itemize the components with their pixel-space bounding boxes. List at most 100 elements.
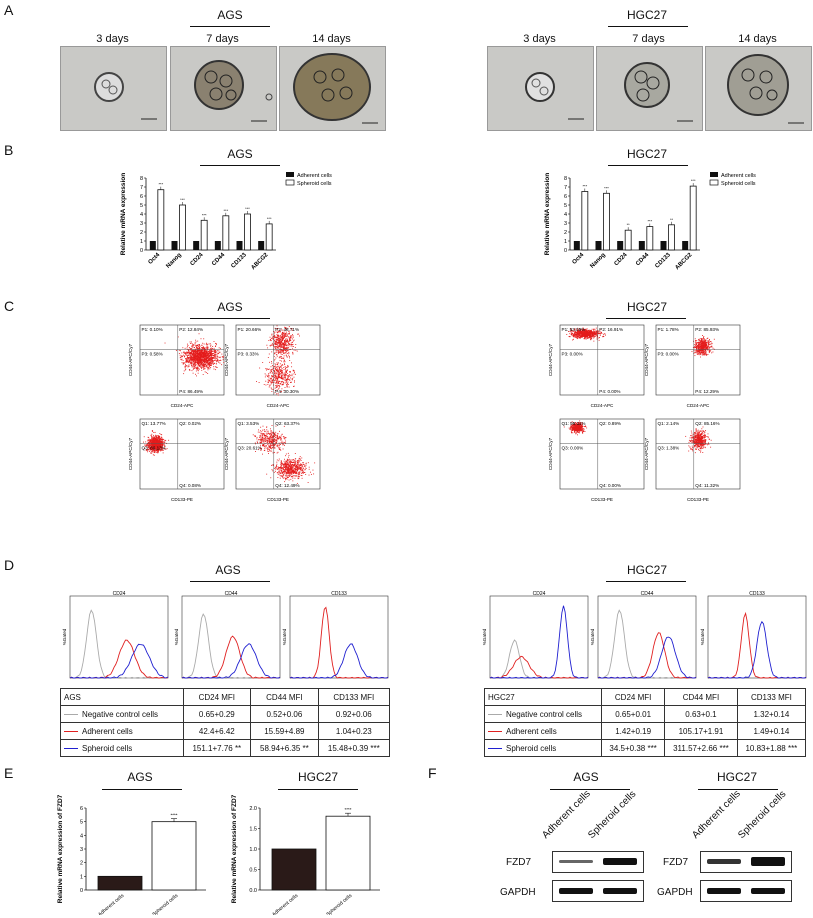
event-dot [296, 467, 298, 468]
event-dot [156, 449, 158, 451]
event-dot [590, 336, 591, 338]
event-dot [204, 368, 206, 370]
event-dot [276, 334, 278, 336]
event-dot [201, 347, 202, 349]
event-dot [148, 448, 150, 450]
event-dot [209, 358, 211, 360]
event-dot [154, 447, 156, 449]
event-dot [196, 350, 198, 352]
event-dot [593, 328, 595, 330]
event-dot [191, 370, 193, 372]
event-dot [281, 438, 283, 440]
event-dot [204, 353, 206, 355]
event-dot [268, 440, 270, 442]
event-dot [585, 331, 587, 333]
event-dot [189, 353, 191, 355]
legend-swatch-spheroid [285, 179, 295, 186]
event-dot [210, 345, 212, 347]
event-dot [285, 466, 287, 468]
event-dot [280, 436, 282, 438]
event-dot [593, 332, 595, 334]
event-dot [202, 347, 204, 348]
event-dot [279, 376, 281, 378]
event-dot [211, 350, 213, 352]
event-dot [158, 448, 160, 449]
panel-letter-c: C [4, 298, 15, 314]
event-dot [208, 357, 209, 359]
event-dot [294, 472, 296, 474]
event-dot [274, 466, 276, 468]
event-dot [283, 338, 285, 340]
event-dot [147, 446, 149, 448]
event-dot [281, 341, 283, 343]
event-dot [593, 329, 595, 331]
event-dot [267, 431, 269, 433]
event-dot [277, 368, 279, 370]
event-dot [595, 327, 597, 329]
event-dot [279, 348, 281, 350]
event-dot [297, 473, 299, 475]
event-dot [278, 372, 280, 374]
event-dot [215, 349, 217, 351]
event-dot [288, 341, 290, 343]
event-dot [288, 458, 290, 460]
event-dot [270, 338, 272, 340]
event-dot [593, 329, 595, 331]
event-dot [149, 441, 151, 443]
significance-label: *** [691, 178, 696, 183]
event-dot [283, 377, 285, 378]
event-dot [580, 336, 582, 338]
event-dot [281, 462, 283, 464]
y-tick-label: 8 [564, 176, 567, 182]
event-dot [283, 355, 285, 357]
event-dot [269, 439, 271, 441]
event-dot [197, 372, 199, 374]
event-dot [288, 479, 290, 481]
event-dot [153, 445, 155, 447]
event-dot [590, 338, 592, 340]
event-dot [295, 465, 297, 467]
event-dot [274, 439, 276, 441]
event-dot [210, 355, 212, 357]
event-dot [581, 333, 583, 335]
event-dot [156, 448, 158, 450]
event-dot [570, 331, 572, 333]
event-dot [577, 336, 579, 338]
event-dot [276, 381, 278, 383]
event-dot [293, 370, 295, 372]
event-dot [582, 332, 584, 334]
event-dot [201, 356, 203, 358]
event-dot [284, 374, 286, 376]
event-dot [156, 447, 158, 449]
event-dot [587, 333, 589, 335]
event-dot [261, 435, 263, 437]
event-dot [203, 351, 205, 353]
event-dot [152, 438, 154, 440]
event-dot [186, 347, 188, 349]
event-dot [190, 353, 192, 355]
event-dot [281, 378, 283, 380]
bar-spheroid [265, 223, 273, 251]
significance-label: *** [582, 184, 587, 189]
event-dot [273, 436, 275, 437]
event-dot [281, 340, 283, 342]
event-dot [153, 450, 155, 452]
event-dot [198, 359, 200, 361]
event-dot [269, 450, 270, 452]
event-dot [262, 440, 264, 442]
event-dot [276, 344, 278, 346]
event-dot [194, 354, 196, 356]
event-dot [152, 439, 154, 441]
event-dot [198, 348, 200, 350]
event-dot [285, 466, 287, 468]
event-dot [286, 380, 288, 382]
event-dot [279, 437, 281, 439]
event-dot [277, 477, 279, 479]
event-dot [305, 466, 307, 468]
event-dot [149, 439, 151, 441]
event-dot [300, 459, 302, 461]
event-dot [302, 469, 304, 471]
event-dot [596, 333, 598, 335]
event-dot [293, 465, 294, 467]
event-dot [293, 461, 295, 463]
